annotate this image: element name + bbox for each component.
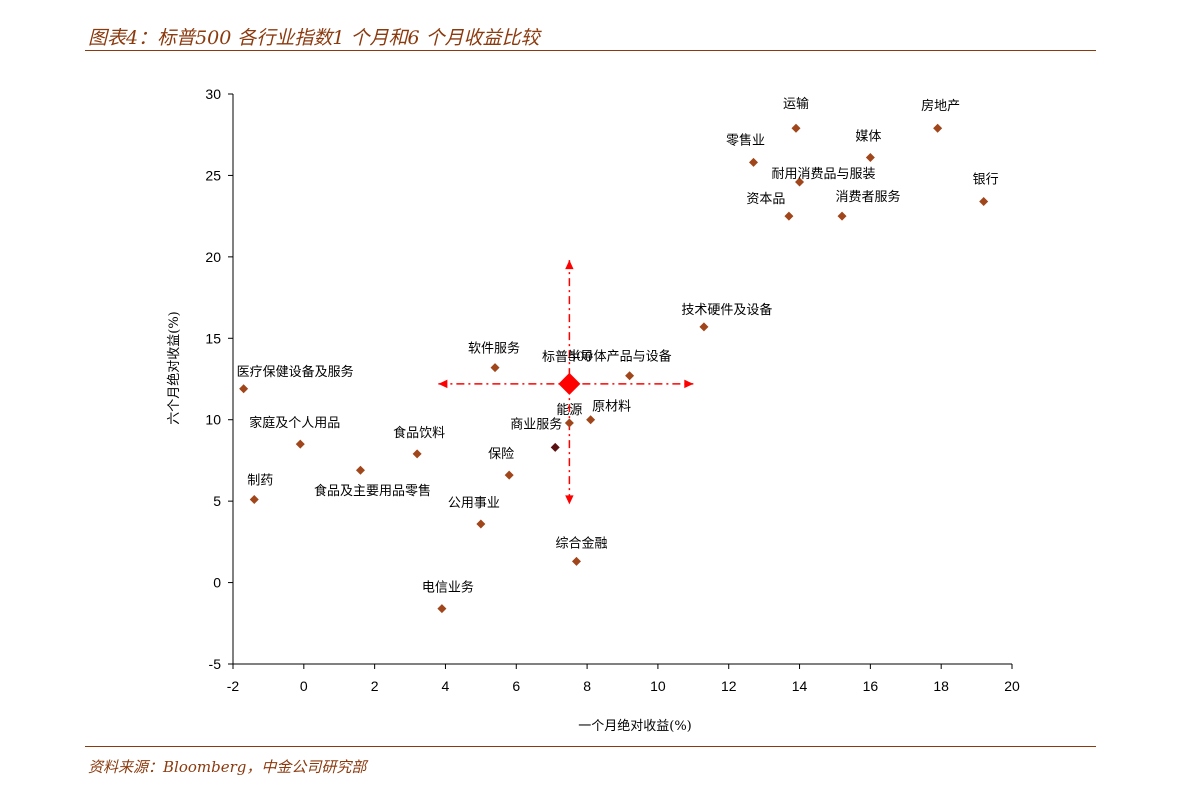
data-point <box>355 465 365 475</box>
data-point <box>550 442 560 452</box>
data-points-group <box>239 123 989 614</box>
data-label: 耐用消费品与服装 <box>772 167 876 182</box>
data-point <box>571 556 581 566</box>
data-label: 保险 <box>488 447 514 462</box>
data-point <box>699 322 709 332</box>
x-axis-title: 一个月绝对收益(%) <box>578 718 692 734</box>
title-divider <box>85 50 1096 51</box>
data-label: 银行 <box>973 172 999 187</box>
benchmark-label: 标普500 <box>542 350 593 365</box>
y-tick-label: 10 <box>205 412 221 428</box>
data-label: 商业服务 <box>510 416 562 432</box>
data-point <box>412 449 422 459</box>
x-tick-label: 0 <box>300 678 308 694</box>
benchmark-point <box>558 372 581 395</box>
footer-divider <box>85 746 1096 747</box>
y-tick-label: 15 <box>205 330 221 346</box>
y-tick-label: 5 <box>213 493 221 509</box>
arrow-left-icon <box>438 379 448 389</box>
data-point <box>476 519 486 529</box>
data-label: 电信业务 <box>422 580 474 596</box>
data-label: 半导体产品与设备 <box>568 349 672 365</box>
data-point <box>586 415 596 425</box>
data-point <box>504 470 514 480</box>
data-label: 家庭及个人用品 <box>249 415 340 431</box>
data-label: 食品及主要用品零售 <box>314 483 431 499</box>
x-tick-label: -2 <box>227 678 240 694</box>
y-tick-label: 0 <box>213 575 221 591</box>
x-tick-label: 2 <box>371 678 379 694</box>
x-tick-label: 20 <box>1004 678 1020 694</box>
y-tick-label: -5 <box>209 656 222 672</box>
x-tick-label: 10 <box>650 678 666 694</box>
data-label: 医疗保健设备及服务 <box>237 364 354 380</box>
y-tick-label: 30 <box>205 86 221 102</box>
data-label: 资本品 <box>746 192 785 207</box>
arrow-down-icon <box>565 495 574 505</box>
data-label: 食品饮料 <box>393 425 445 441</box>
data-point <box>979 196 989 206</box>
x-tick-label: 18 <box>933 678 949 694</box>
figure-title: 图表4：标普500 各行业指数1 个月和6 个月收益比较 <box>88 27 540 49</box>
arrow-up-icon <box>565 260 574 270</box>
y-tick-label: 20 <box>205 249 221 265</box>
data-point <box>437 604 447 614</box>
data-label: 软件服务 <box>468 341 520 357</box>
x-tick-label: 12 <box>721 678 737 694</box>
data-point <box>933 123 943 133</box>
data-label: 消费者服务 <box>836 189 901 205</box>
x-tick-label: 14 <box>792 678 808 694</box>
data-point <box>564 418 574 428</box>
data-point <box>749 157 759 167</box>
data-label: 制药 <box>247 474 273 489</box>
data-point <box>795 177 805 187</box>
data-point <box>865 153 875 163</box>
source-note: 资料来源：Bloomberg，中金公司研究部 <box>88 758 367 776</box>
axes-group: -5 0 5 10 15 20 25 30 -2 0 2 4 6 8 10 12 14 16 18 20 <box>205 86 1020 694</box>
data-label: 媒体 <box>855 130 881 145</box>
y-tick-label: 25 <box>205 167 221 183</box>
data-label: 原材料 <box>592 400 631 415</box>
data-point <box>625 371 635 381</box>
x-tick-label: 4 <box>442 678 450 694</box>
data-label: 零售业 <box>726 132 765 148</box>
data-label: 综合金融 <box>555 535 607 551</box>
data-point <box>295 439 305 449</box>
data-point <box>249 495 259 505</box>
data-label: 技术硬件及设备 <box>681 302 772 318</box>
data-label: 能源 <box>556 403 582 418</box>
data-point <box>784 211 794 221</box>
y-axis-title: 六个月绝对收益(%) <box>166 311 182 425</box>
data-point <box>490 363 500 373</box>
arrow-right-icon <box>684 379 694 389</box>
data-point <box>791 123 801 133</box>
x-tick-label: 8 <box>583 678 591 694</box>
data-point <box>837 211 847 221</box>
data-label: 房地产 <box>921 98 960 114</box>
x-tick-label: 6 <box>512 678 520 694</box>
data-point <box>239 384 249 394</box>
data-label: 运输 <box>783 96 809 112</box>
x-tick-label: 16 <box>863 678 879 694</box>
data-label: 公用事业 <box>448 496 500 511</box>
